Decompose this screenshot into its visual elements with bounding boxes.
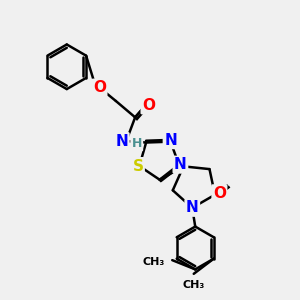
- Text: CH₃: CH₃: [183, 280, 205, 290]
- Text: O: O: [142, 98, 155, 113]
- Text: O: O: [93, 80, 106, 95]
- Text: N: N: [174, 157, 187, 172]
- Text: CH₃: CH₃: [142, 256, 165, 267]
- Text: O: O: [213, 186, 226, 201]
- Text: N: N: [164, 133, 177, 148]
- Text: N: N: [116, 134, 128, 148]
- Text: N: N: [186, 200, 199, 215]
- Text: H: H: [132, 137, 142, 150]
- Text: S: S: [132, 158, 143, 173]
